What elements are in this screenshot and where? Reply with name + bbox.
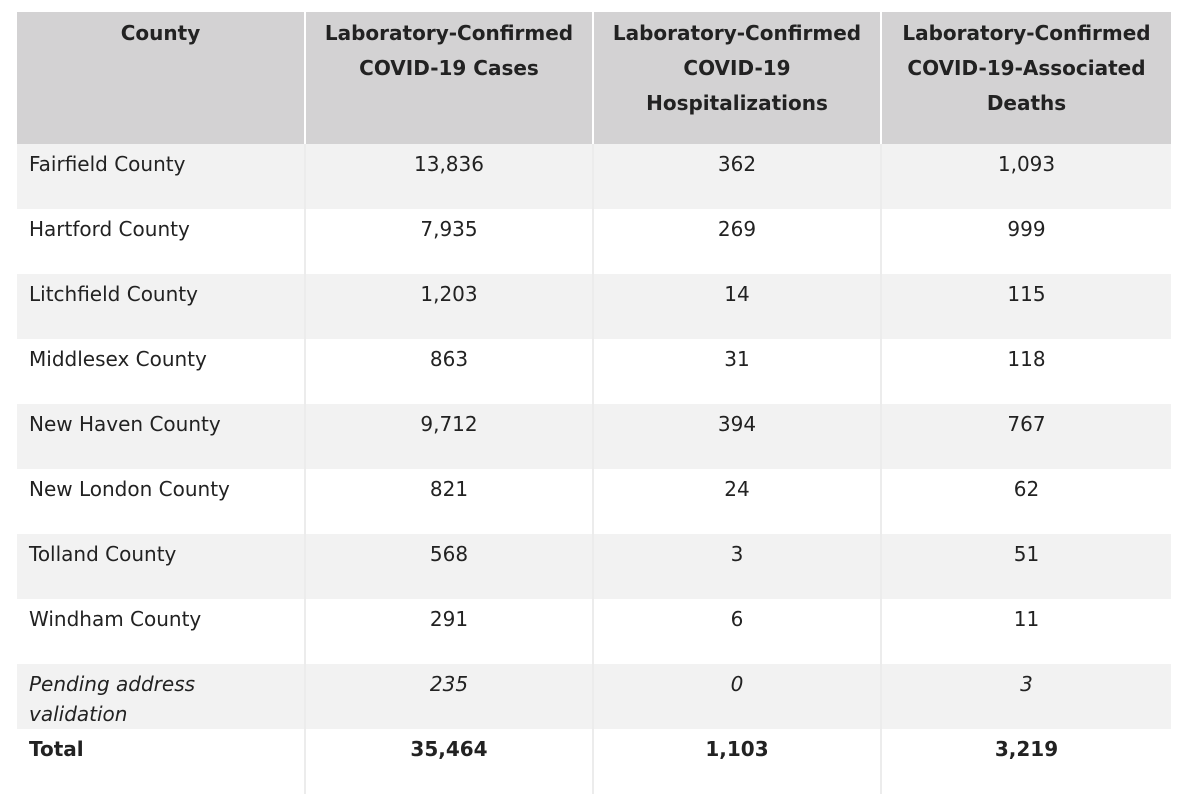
cell-cases: 291	[304, 599, 593, 664]
cell-cases: 7,935	[304, 209, 593, 274]
cell-county: New London County	[17, 469, 305, 534]
cell-deaths: 118	[880, 339, 1171, 404]
covid-county-table: County Laboratory-Confirmed COVID-19 Cas…	[17, 12, 1171, 794]
cell-hospitalizations: 3	[592, 534, 881, 599]
cell-cases: 13,836	[304, 144, 593, 209]
table-row: New Haven County 9,712 394 767	[17, 404, 1171, 469]
cell-county: Middlesex County	[17, 339, 305, 404]
cell-hospitalizations: 14	[592, 274, 881, 339]
header-county: County	[17, 12, 305, 144]
cell-county: Tolland County	[17, 534, 305, 599]
cell-county: Hartford County	[17, 209, 305, 274]
cell-deaths: 1,093	[880, 144, 1171, 209]
cell-hospitalizations: 269	[592, 209, 881, 274]
total-hospitalizations: 1,103	[592, 729, 881, 794]
total-cases: 35,464	[304, 729, 593, 794]
cell-deaths: 999	[880, 209, 1171, 274]
table-row-total: Total 35,464 1,103 3,219	[17, 729, 1171, 794]
cell-deaths: 11	[880, 599, 1171, 664]
cell-county: Fairfield County	[17, 144, 305, 209]
cell-cases: 568	[304, 534, 593, 599]
table-header: County Laboratory-Confirmed COVID-19 Cas…	[17, 12, 1171, 144]
cell-county: New Haven County	[17, 404, 305, 469]
cell-county: Pending address validation	[17, 664, 305, 729]
cell-deaths: 62	[880, 469, 1171, 534]
cell-cases: 863	[304, 339, 593, 404]
cell-cases: 1,203	[304, 274, 593, 339]
header-deaths: Laboratory-Confirmed COVID-19-Associated…	[880, 12, 1171, 144]
header-hospitalizations: Laboratory-Confirmed COVID-19 Hospitaliz…	[592, 12, 881, 144]
header-cases: Laboratory-Confirmed COVID-19 Cases	[304, 12, 593, 144]
cell-hospitalizations: 6	[592, 599, 881, 664]
table-body: Fairfield County 13,836 362 1,093 Hartfo…	[17, 144, 1171, 794]
cell-deaths: 3	[880, 664, 1171, 729]
table-row: Tolland County 568 3 51	[17, 534, 1171, 599]
table-row: Fairfield County 13,836 362 1,093	[17, 144, 1171, 209]
cell-hospitalizations: 362	[592, 144, 881, 209]
cell-hospitalizations: 394	[592, 404, 881, 469]
cell-county: Windham County	[17, 599, 305, 664]
table-row: New London County 821 24 62	[17, 469, 1171, 534]
table-row: Windham County 291 6 11	[17, 599, 1171, 664]
cell-hospitalizations: 31	[592, 339, 881, 404]
cell-deaths: 115	[880, 274, 1171, 339]
cell-deaths: 51	[880, 534, 1171, 599]
cell-cases: 9,712	[304, 404, 593, 469]
cell-county: Litchfield County	[17, 274, 305, 339]
total-label: Total	[17, 729, 305, 794]
table-row: Middlesex County 863 31 118	[17, 339, 1171, 404]
table-row: Litchfield County 1,203 14 115	[17, 274, 1171, 339]
cell-cases: 821	[304, 469, 593, 534]
table-row: Hartford County 7,935 269 999	[17, 209, 1171, 274]
cell-cases: 235	[304, 664, 593, 729]
cell-hospitalizations: 0	[592, 664, 881, 729]
header-row: County Laboratory-Confirmed COVID-19 Cas…	[17, 12, 1171, 144]
total-deaths: 3,219	[880, 729, 1171, 794]
cell-hospitalizations: 24	[592, 469, 881, 534]
cell-deaths: 767	[880, 404, 1171, 469]
table-row-pending: Pending address validation 235 0 3	[17, 664, 1171, 729]
